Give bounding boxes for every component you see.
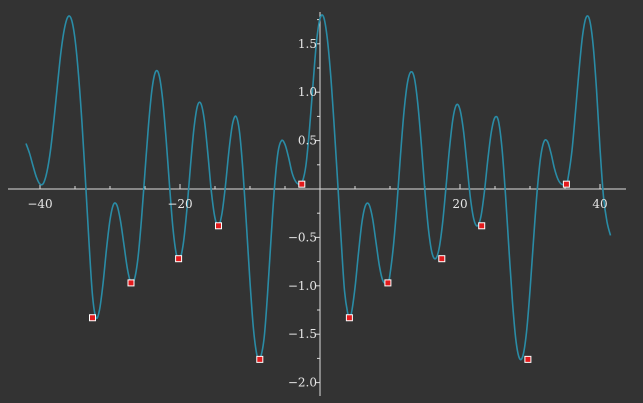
minimum-marker	[345, 314, 353, 322]
y-tick-label: −0.5	[288, 230, 317, 244]
minimum-marker	[298, 180, 306, 188]
minimum-marker	[384, 279, 392, 287]
minimum-marker	[524, 355, 532, 363]
minimum-marker	[89, 314, 96, 322]
y-tick-label: −1.0	[288, 279, 317, 293]
minimum-marker	[175, 255, 183, 263]
x-tick-label: 40	[592, 197, 607, 211]
x-tick-label: 20	[452, 197, 467, 211]
series-line	[25, 14, 612, 362]
y-tick-label: −1.5	[288, 327, 317, 341]
tick-labels: −40 −20 20 40 −2.0 −1.5 −1.0 −0.5 0.5 1.0 1.5	[27, 37, 607, 390]
minimum-marker	[478, 222, 486, 230]
minimum-marker	[562, 180, 570, 188]
minimum-marker	[215, 222, 222, 230]
minimum-marker	[438, 255, 446, 263]
y-tick-label: 0.5	[298, 134, 317, 148]
x-tick-label: −20	[167, 197, 192, 211]
x-tick-label: −40	[27, 197, 52, 211]
curve-group	[25, 14, 612, 362]
minimum-marker	[256, 355, 264, 363]
minimum-marker	[127, 279, 135, 287]
y-tick-label: 1.0	[298, 85, 317, 99]
minima-markers	[89, 180, 570, 363]
axes	[8, 12, 626, 396]
y-tick-label: −2.0	[288, 376, 317, 390]
y-tick-label: 1.5	[298, 37, 317, 51]
